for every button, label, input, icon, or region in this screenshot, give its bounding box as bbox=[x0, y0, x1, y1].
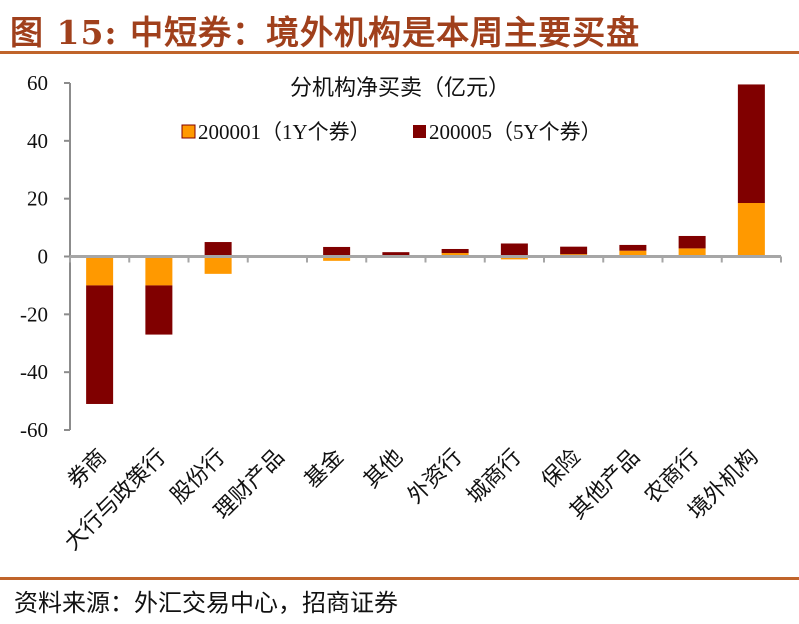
bar-1y bbox=[323, 256, 351, 261]
bar-5y bbox=[678, 235, 706, 249]
legend-swatch-5y bbox=[413, 125, 426, 138]
bar-1y bbox=[145, 256, 173, 286]
bar-5y bbox=[441, 248, 469, 254]
bar-5y bbox=[619, 244, 647, 251]
chart-title: 分机构净买卖（亿元） bbox=[290, 75, 510, 100]
figure-title: 图 15: 中短券：境外机构是本周主要买盘 bbox=[10, 13, 641, 52]
bar-5y bbox=[145, 285, 173, 335]
x-tick-label: 券商 bbox=[62, 444, 111, 493]
x-tick-label: 外资行 bbox=[402, 444, 466, 508]
legend-label-1y: 200001（1Y个券） bbox=[198, 120, 371, 144]
x-tick-label: 城商行 bbox=[462, 444, 526, 508]
bar-1y bbox=[204, 256, 232, 274]
bar-1y bbox=[441, 253, 469, 257]
bar-5y bbox=[500, 243, 528, 257]
x-tick-label: 其他 bbox=[359, 444, 408, 493]
y-tick-label: 60 bbox=[27, 71, 48, 95]
bar-5y bbox=[204, 242, 232, 257]
bar-5y bbox=[737, 84, 765, 204]
legend-label-5y: 200005（5Y个券） bbox=[429, 120, 602, 144]
bar-1y bbox=[678, 248, 706, 257]
x-tick-label: 基金 bbox=[299, 444, 348, 493]
bar-5y bbox=[323, 246, 351, 257]
title-divider bbox=[0, 51, 799, 54]
source-divider bbox=[0, 577, 799, 580]
y-tick-label: -40 bbox=[20, 360, 48, 384]
bar-1y bbox=[619, 250, 647, 257]
bar-1y bbox=[737, 203, 765, 257]
y-tick-label: -20 bbox=[20, 302, 48, 326]
y-tick-label: 20 bbox=[27, 187, 48, 211]
y-axis: 60 40 20 0 -20 -40 -60 bbox=[20, 71, 71, 442]
legend: 200001（1Y个券） 200005（5Y个券） bbox=[181, 120, 602, 144]
bars bbox=[86, 84, 765, 404]
x-tick-label: 保险 bbox=[536, 444, 585, 493]
y-tick-label: 40 bbox=[27, 129, 48, 153]
legend-swatch-1y bbox=[181, 124, 196, 139]
y-tick-label: -60 bbox=[20, 418, 48, 442]
bar-5y bbox=[86, 285, 114, 404]
bar-5y bbox=[382, 252, 410, 257]
source-note: 资料来源：外汇交易中心，招商证券 bbox=[14, 589, 398, 617]
y-tick-label: 0 bbox=[38, 245, 49, 269]
bar-1y bbox=[86, 256, 114, 286]
bar-5y bbox=[560, 246, 588, 255]
